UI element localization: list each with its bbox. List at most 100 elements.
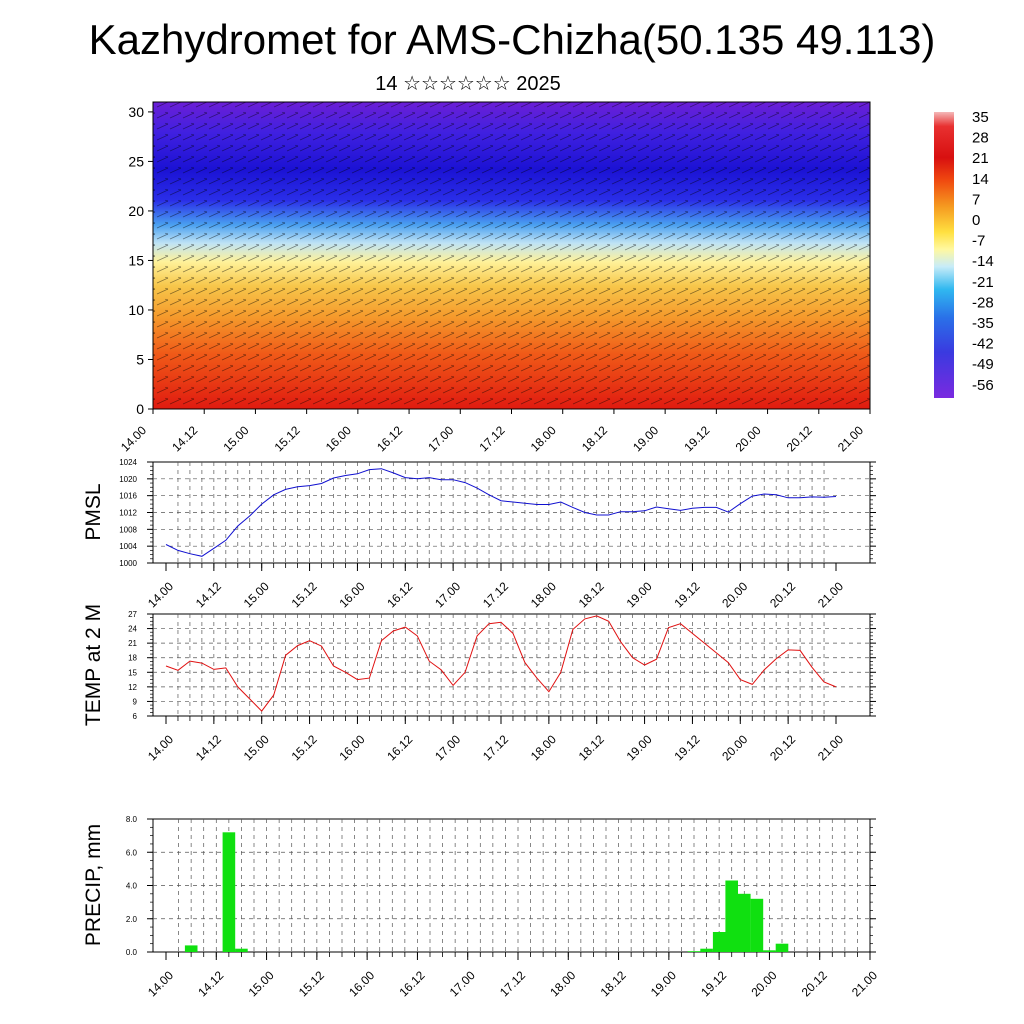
temp-y-axis: 6 9 12 15 18 21 24 27 [128, 610, 876, 721]
heatmap-x-tick-label: 20.00 [733, 423, 764, 454]
precip-x-tick-label: 15.00 [246, 968, 277, 999]
pmsl-x-tick-label: 18.00 [528, 579, 559, 610]
colorbar-labels: 35 28 21 14 7 0 -7 -14 -21 -28 -35 -42 -49 -56 [972, 109, 994, 394]
precip-y-axis: 0.0 2.0 4.0 6.0 8.0 [126, 815, 876, 957]
heatmap-x-tick-label: 17.00 [425, 423, 456, 454]
temp-x-tick-label: 16.12 [384, 732, 415, 763]
temp-x-tick-label: 19.00 [624, 732, 655, 763]
colorbar-label: -21 [972, 274, 994, 291]
pmsl-ylabel: PMSL [82, 483, 105, 540]
precip-x-tick-label: 18.00 [547, 968, 578, 999]
heatmap-x-tick-label: 18.12 [579, 423, 610, 454]
pmsl-frame [152, 461, 871, 564]
chart-subtitle: 14 ☆☆☆☆☆☆ 2025 [375, 73, 561, 95]
colorbar-label: -42 [972, 336, 994, 353]
colorbar-label: 35 [972, 109, 989, 126]
temp-y-tick-label: 12 [128, 683, 137, 692]
colorbar-label: 7 [972, 191, 980, 208]
pmsl-x-axis: 14.00 14.12 15.00 15.12 16.00 16.12 17.00 17.12… [145, 563, 846, 610]
heatmap-x-tick-label: 17.12 [476, 423, 507, 454]
temp-x-tick-label: 20.12 [767, 732, 798, 763]
precip-x-tick-label: 16.00 [346, 968, 377, 999]
temp-ylabel: TEMP at 2 M [82, 604, 105, 726]
heatmap-x-tick-label: 15.00 [220, 423, 251, 454]
temp-y-tick-label: 21 [128, 639, 137, 648]
pmsl-x-tick-label: 14.12 [193, 579, 224, 610]
precip-bar [222, 832, 236, 952]
pmsl-x-tick-label: 16.00 [336, 579, 367, 610]
precip-bars [184, 832, 789, 952]
precip-bar [775, 943, 789, 952]
precip-x-tick-label: 19.12 [698, 968, 729, 999]
precip-bar [184, 945, 198, 952]
heatmap-x-tick-label: 19.12 [681, 423, 712, 454]
pmsl-x-tick-label: 20.00 [719, 579, 750, 610]
pmsl-y-tick-label: 1024 [119, 458, 137, 467]
precip-bar [700, 948, 713, 952]
colorbar-label: -49 [972, 356, 994, 373]
heatmap-x-tick-label: 14.00 [118, 423, 149, 454]
precip-y-tick-label: 4.0 [126, 882, 138, 891]
colorbar-label: 14 [972, 171, 989, 188]
pmsl-y-tick-label: 1012 [119, 509, 137, 518]
precip-y-tick-label: 8.0 [126, 815, 138, 824]
wind-vector-overlay [153, 102, 870, 409]
colorbar: 35 28 21 14 7 0 -7 -14 -21 -28 -35 -42 -49 -56 [934, 109, 994, 398]
pmsl-y-tick-label: 1020 [119, 475, 137, 484]
heatmap-x-tick-label: 16.00 [323, 423, 354, 454]
pmsl-x-tick-label: 18.12 [576, 579, 607, 610]
pmsl-x-tick-label: 17.00 [432, 579, 463, 610]
heatmap-y-tick-label: 10 [128, 302, 144, 318]
heatmap-x-tick-label: 20.12 [784, 423, 815, 454]
precip-y-tick-label: 2.0 [126, 915, 138, 924]
heatmap-y-tick-label: 30 [128, 104, 144, 120]
temp-x-tick-label: 14.00 [145, 732, 176, 763]
colorbar-label: 0 [972, 212, 980, 229]
temp-x-tick-label: 17.00 [432, 732, 463, 763]
heatmap-x-tick-label: 14.12 [169, 423, 200, 454]
heatmap-x-tick-label: 21.00 [835, 423, 866, 454]
colorbar-label: -28 [972, 294, 994, 311]
temp-x-tick-label: 15.12 [289, 732, 320, 763]
precip-x-axis: 14.00 14.12 15.00 15.12 16.00 16.12 17.00 17.12… [145, 952, 880, 999]
pmsl-x-tick-label: 19.00 [624, 579, 655, 610]
precip-y-tick-label: 0.0 [126, 948, 138, 957]
temp-panel: 6 9 12 15 18 21 24 27 14.00 14.12 15.00 15.12 16.00… [82, 604, 876, 763]
pmsl-x-tick-label: 16.12 [384, 579, 415, 610]
colorbar-label: -14 [972, 253, 994, 270]
temp-frame [152, 613, 871, 717]
temp-x-tick-label: 14.12 [193, 732, 224, 763]
temp-x-tick-label: 19.12 [671, 732, 702, 763]
heatmap-x-axis: 14.00 14.12 15.00 15.12 16.00 16.12 17.00 17.12… [118, 409, 871, 454]
colorbar-label: -56 [972, 377, 994, 394]
heatmap-y-tick-label: 20 [128, 203, 144, 219]
temp-x-tick-label: 20.00 [719, 732, 750, 763]
precip-bar [738, 893, 751, 952]
precip-bar [712, 932, 726, 952]
precip-x-tick-label: 15.12 [296, 968, 327, 999]
temp-x-tick-label: 15.00 [241, 732, 272, 763]
pmsl-x-tick-label: 19.12 [671, 579, 702, 610]
temp-x-axis: 14.00 14.12 15.00 15.12 16.00 16.12 17.00 17.12… [145, 716, 846, 763]
precip-bar [763, 950, 776, 952]
pmsl-x-tick-label: 20.12 [767, 579, 798, 610]
colorbar-label: -35 [972, 315, 994, 332]
precip-y-tick-label: 6.0 [126, 848, 138, 857]
chart-title: Kazhydromet for AMS-Chizha(50.135 49.113… [88, 16, 936, 63]
precip-bar [750, 898, 764, 952]
heatmap-panel: 0 5 10 15 20 25 30 14.00 14.12 15.00 15.12 16.00 16… [118, 101, 871, 454]
colorbar-label: -7 [972, 233, 985, 250]
temp-x-tick-label: 16.00 [336, 732, 367, 763]
pmsl-x-tick-label: 21.00 [815, 579, 846, 610]
precip-ylabel: PRECIP, mm [82, 824, 105, 946]
pmsl-y-tick-label: 1000 [119, 559, 137, 568]
heatmap-x-tick-label: 19.00 [630, 423, 661, 454]
pmsl-y-tick-label: 1016 [119, 492, 137, 501]
temp-x-tick-label: 21.00 [815, 732, 846, 763]
colorbar-label: 21 [972, 150, 989, 167]
temp-series [165, 615, 837, 712]
temp-y-tick-label: 9 [133, 697, 138, 706]
precip-grid [153, 819, 870, 952]
